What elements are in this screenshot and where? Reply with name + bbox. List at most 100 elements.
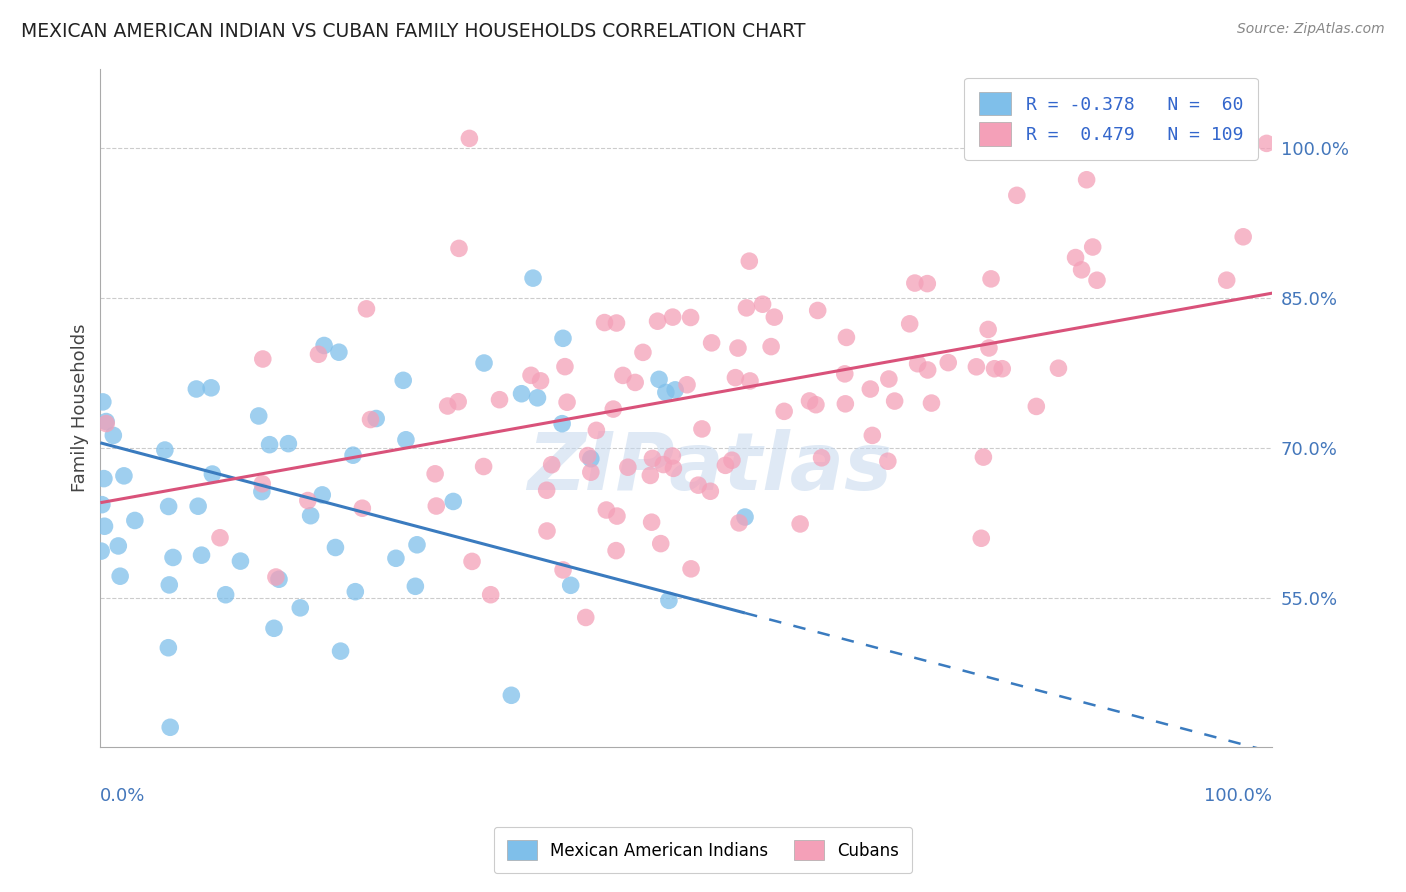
Point	[1025, 400, 1047, 414]
Text: Source: ZipAtlas.com: Source: ZipAtlas.com	[1237, 22, 1385, 37]
Point	[501, 688, 523, 702]
Point	[972, 450, 994, 464]
Point	[356, 301, 378, 316]
Point	[107, 539, 129, 553]
Point	[153, 443, 176, 458]
Point	[112, 468, 135, 483]
Y-axis label: Family Households: Family Households	[72, 324, 89, 492]
Point	[1047, 361, 1070, 376]
Point	[835, 330, 858, 344]
Point	[108, 569, 131, 583]
Point	[103, 428, 125, 442]
Point	[157, 578, 180, 592]
Point	[93, 519, 115, 533]
Point	[461, 554, 484, 568]
Point	[676, 377, 699, 392]
Point	[91, 395, 114, 409]
Point	[536, 483, 558, 498]
Point	[290, 600, 312, 615]
Point	[190, 548, 212, 562]
Point	[648, 372, 671, 386]
Point	[385, 551, 408, 566]
Point	[679, 562, 702, 576]
Point	[229, 554, 252, 568]
Point	[423, 467, 446, 481]
Point	[252, 476, 274, 491]
Point	[250, 484, 273, 499]
Point	[936, 356, 959, 370]
Point	[551, 563, 574, 577]
Point	[602, 402, 624, 417]
Point	[658, 593, 681, 607]
Point	[159, 720, 181, 734]
Point	[606, 509, 628, 524]
Point	[883, 394, 905, 409]
Point	[328, 345, 350, 359]
Point	[425, 499, 447, 513]
Point	[727, 341, 749, 355]
Point	[917, 277, 939, 291]
Point	[208, 531, 231, 545]
Point	[325, 541, 347, 555]
Point	[804, 398, 827, 412]
Point	[640, 515, 662, 529]
Point	[479, 588, 502, 602]
Point	[1005, 188, 1028, 202]
Point	[252, 351, 274, 366]
Point	[759, 340, 782, 354]
Point	[655, 385, 678, 400]
Point	[617, 460, 640, 475]
Point	[907, 357, 929, 371]
Point	[735, 301, 758, 315]
Point	[647, 314, 669, 328]
Point	[157, 640, 180, 655]
Point	[555, 395, 578, 409]
Point	[612, 368, 634, 383]
Legend: R = -0.378   N =  60, R =  0.479   N = 109: R = -0.378 N = 60, R = 0.479 N = 109	[965, 78, 1257, 160]
Point	[263, 621, 285, 635]
Point	[458, 131, 481, 145]
Point	[641, 451, 664, 466]
Point	[308, 347, 330, 361]
Point	[595, 503, 617, 517]
Point	[1215, 273, 1237, 287]
Point	[904, 276, 927, 290]
Point	[554, 359, 576, 374]
Point	[977, 341, 1000, 355]
Text: ZIPatlas: ZIPatlas	[527, 429, 893, 507]
Point	[187, 500, 209, 514]
Point	[1081, 240, 1104, 254]
Point	[510, 386, 533, 401]
Text: MEXICAN AMERICAN INDIAN VS CUBAN FAMILY HOUSEHOLDS CORRELATION CHART: MEXICAN AMERICAN INDIAN VS CUBAN FAMILY …	[21, 22, 806, 41]
Point	[605, 316, 627, 330]
Point	[1064, 251, 1087, 265]
Legend: Mexican American Indians, Cubans: Mexican American Indians, Cubans	[494, 827, 912, 873]
Point	[991, 361, 1014, 376]
Point	[728, 516, 751, 530]
Point	[1076, 173, 1098, 187]
Point	[662, 461, 685, 475]
Point	[983, 361, 1005, 376]
Point	[585, 423, 607, 437]
Point	[157, 500, 180, 514]
Point	[920, 396, 942, 410]
Point	[200, 381, 222, 395]
Point	[624, 376, 647, 390]
Point	[1232, 229, 1254, 244]
Point	[898, 317, 921, 331]
Point	[763, 310, 786, 325]
Text: 100.0%: 100.0%	[1205, 787, 1272, 805]
Point	[724, 370, 747, 384]
Point	[773, 404, 796, 418]
Point	[329, 644, 352, 658]
Point	[807, 303, 830, 318]
Point	[536, 524, 558, 538]
Point	[472, 459, 495, 474]
Point	[90, 544, 112, 558]
Point	[522, 271, 544, 285]
Point	[605, 543, 627, 558]
Point	[267, 572, 290, 586]
Point	[917, 363, 939, 377]
Point	[344, 584, 367, 599]
Point	[93, 472, 115, 486]
